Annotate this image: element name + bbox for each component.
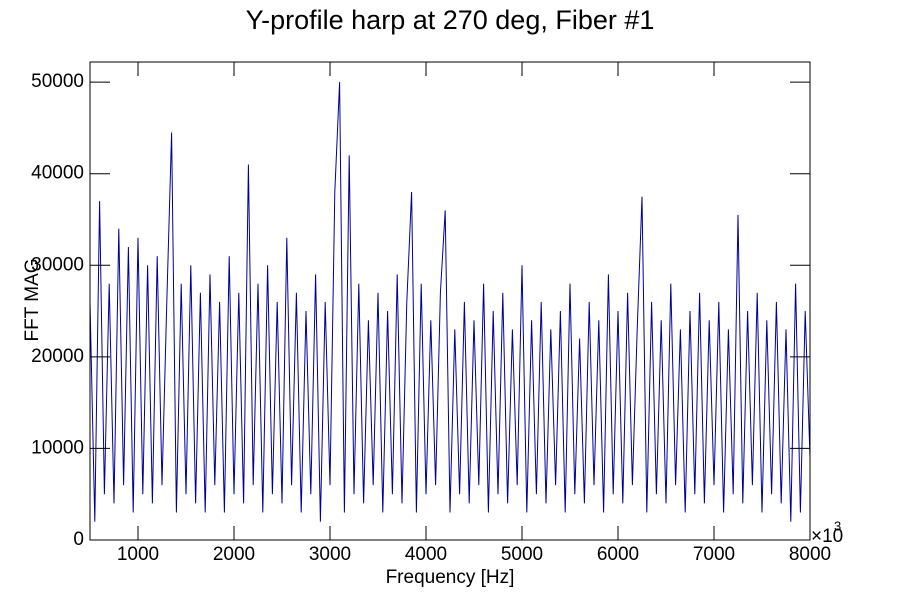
plot-frame [89, 61, 811, 541]
x-tick-label: 5000 [501, 544, 543, 565]
x-axis-label: Frequency [Hz] [386, 567, 515, 588]
y-tick-label: 30000 [31, 254, 84, 275]
y-tick-label: 50000 [31, 71, 84, 92]
chart-title: Y-profile harp at 270 deg, Fiber #1 [246, 5, 655, 35]
y-tick-label: 0 [73, 529, 84, 550]
x-tick-label: 3000 [309, 544, 351, 565]
y-tick-label: 10000 [31, 437, 84, 458]
x-tick-label: 2000 [213, 544, 255, 565]
x-tick-label: 7000 [693, 544, 735, 565]
x-tick-label: 1000 [117, 544, 159, 565]
x-tick-label: 6000 [597, 544, 639, 565]
y-axis-label: FFT MAG [22, 258, 43, 341]
data-line [89, 82, 811, 522]
x-multiplier-exponent: 3 [834, 518, 841, 533]
x-tick-label: 8000 [789, 544, 831, 565]
x-multiplier: ×10 [811, 526, 843, 547]
x-tick-label: 4000 [405, 544, 447, 565]
y-tick-label: 20000 [31, 346, 84, 367]
y-tick-label: 40000 [31, 163, 84, 184]
